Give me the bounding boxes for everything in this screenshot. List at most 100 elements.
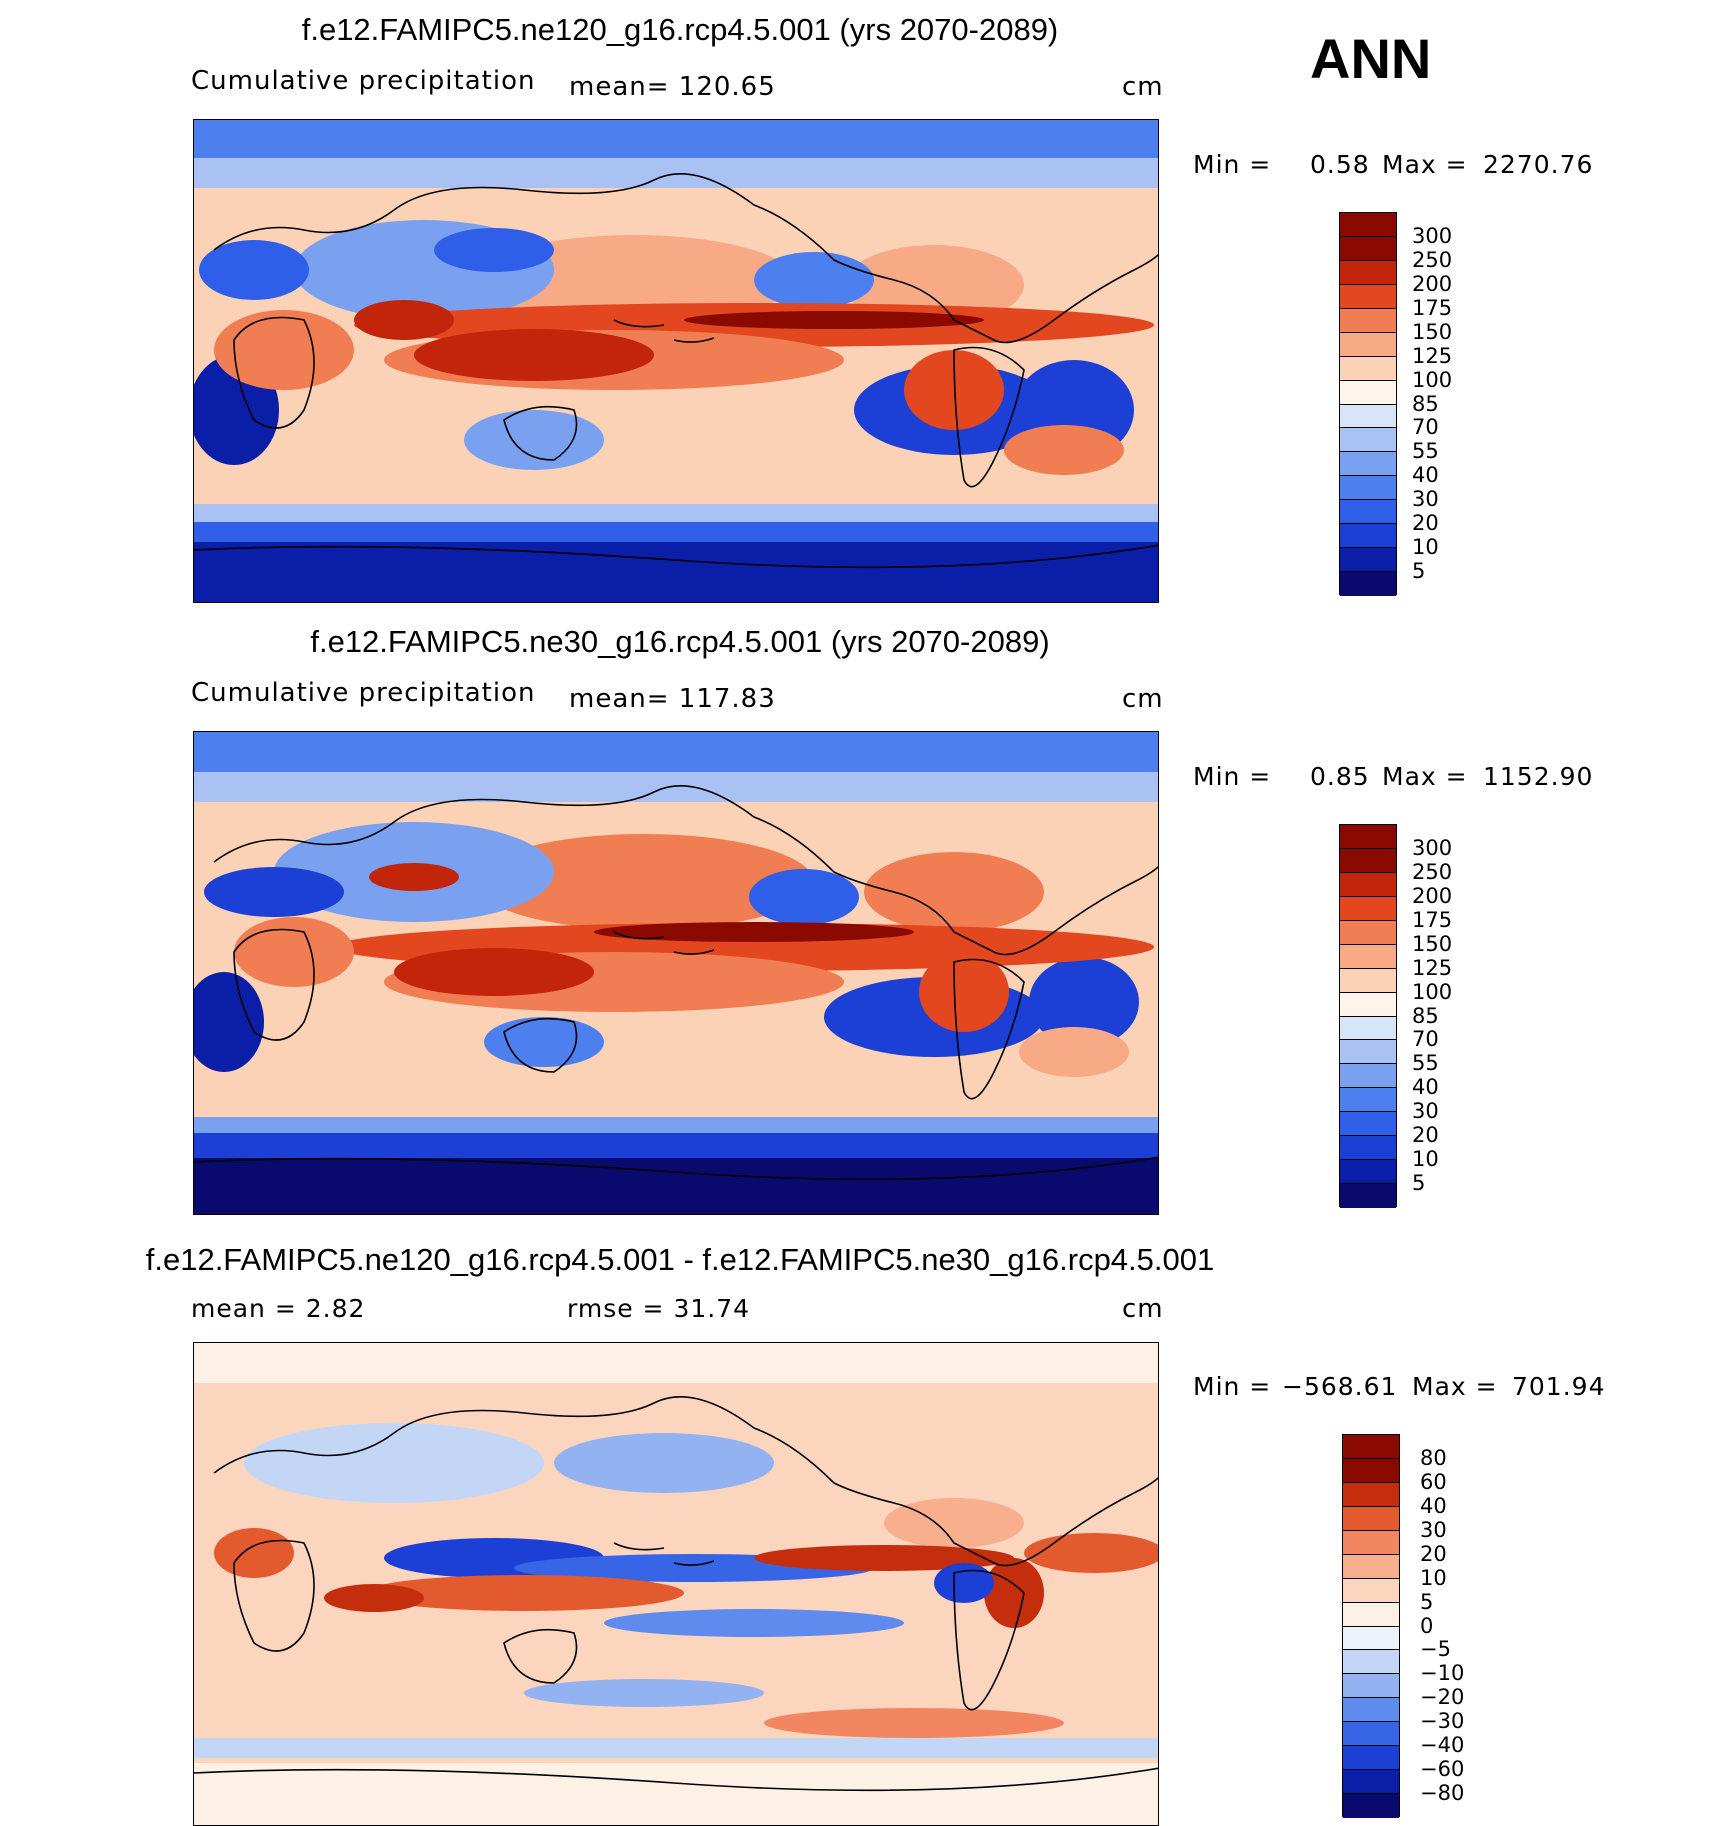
panel1-max-value: 2270.76 bbox=[1483, 150, 1594, 179]
colorbar-cell bbox=[1343, 1530, 1399, 1555]
colorbar-cell bbox=[1340, 1160, 1396, 1185]
panel1-mean-label: mean= 120.65 bbox=[569, 72, 776, 102]
colorbar-cell bbox=[1340, 1088, 1396, 1113]
panel2-variable-label: Cumulative precipitation bbox=[191, 678, 536, 708]
colorbar-level-label: 55 bbox=[1412, 439, 1439, 464]
colorbar-level-label: 100 bbox=[1412, 979, 1453, 1004]
colorbar-cell bbox=[1340, 260, 1396, 285]
colorbar-level-label: 40 bbox=[1412, 1075, 1439, 1100]
colorbar-level-label: 40 bbox=[1420, 1493, 1447, 1518]
colorbar-cell bbox=[1340, 1136, 1396, 1161]
colorbar-level-label: 0 bbox=[1420, 1613, 1434, 1638]
colorbar-cell bbox=[1340, 500, 1396, 525]
colorbar-cell bbox=[1340, 236, 1396, 261]
colorbar-level-label: 300 bbox=[1412, 835, 1453, 860]
panel1-precip-map bbox=[193, 119, 1159, 603]
colorbar-cell bbox=[1340, 1016, 1396, 1041]
colorbar-level-label: −80 bbox=[1420, 1781, 1465, 1806]
panel3-difference-map bbox=[193, 1342, 1159, 1826]
colorbar-level-label: −60 bbox=[1420, 1757, 1465, 1782]
colorbar-level-label: 70 bbox=[1412, 1027, 1439, 1052]
colorbar-cell bbox=[1343, 1554, 1399, 1579]
colorbar-cell bbox=[1340, 825, 1396, 849]
panel3-rmse-label: rmse = 31.74 bbox=[567, 1294, 751, 1323]
colorbar-cell bbox=[1340, 968, 1396, 993]
panel3-map-svg bbox=[194, 1343, 1158, 1825]
colorbar-cell bbox=[1340, 308, 1396, 333]
colorbar-cell bbox=[1340, 1064, 1396, 1089]
colorbar-level-label: 100 bbox=[1412, 367, 1453, 392]
colorbar-cell bbox=[1340, 404, 1396, 429]
colorbar-cell bbox=[1343, 1435, 1399, 1459]
panel2-colorbar bbox=[1339, 824, 1397, 1208]
colorbar-level-label: −10 bbox=[1420, 1661, 1465, 1686]
colorbar-level-label: 80 bbox=[1420, 1445, 1447, 1470]
colorbar-cell bbox=[1343, 1626, 1399, 1651]
panel3-mean-label: mean = 2.82 bbox=[191, 1294, 366, 1323]
panel2-units: cm bbox=[1122, 684, 1164, 714]
panel2-map-svg bbox=[194, 732, 1158, 1214]
colorbar-level-label: 125 bbox=[1412, 343, 1453, 368]
colorbar-level-label: −20 bbox=[1420, 1685, 1465, 1710]
panel2-min-label: Min = bbox=[1193, 762, 1272, 791]
panel2-max-label: Max = bbox=[1382, 762, 1468, 791]
colorbar-level-label: 175 bbox=[1412, 907, 1453, 932]
colorbar-level-label: 20 bbox=[1412, 1123, 1439, 1148]
colorbar-level-label: 10 bbox=[1412, 535, 1439, 560]
colorbar-cell bbox=[1340, 428, 1396, 453]
colorbar-level-label: 5 bbox=[1412, 559, 1426, 584]
colorbar-level-label: 20 bbox=[1420, 1541, 1447, 1566]
colorbar-level-label: 85 bbox=[1412, 391, 1439, 416]
colorbar-cell bbox=[1340, 992, 1396, 1017]
colorbar-cell bbox=[1343, 1746, 1399, 1771]
colorbar-cell bbox=[1340, 548, 1396, 573]
colorbar-level-label: 200 bbox=[1412, 271, 1453, 296]
colorbar-cell bbox=[1343, 1698, 1399, 1723]
colorbar-level-label: 150 bbox=[1412, 931, 1453, 956]
colorbar-cell bbox=[1340, 380, 1396, 405]
colorbar-level-label: 5 bbox=[1412, 1171, 1426, 1196]
colorbar-level-label: 150 bbox=[1412, 319, 1453, 344]
colorbar-level-label: 60 bbox=[1420, 1469, 1447, 1494]
colorbar-level-label: 300 bbox=[1412, 223, 1453, 248]
panel3-units: cm bbox=[1122, 1294, 1164, 1324]
colorbar-level-label: 250 bbox=[1412, 247, 1453, 272]
panel3-title: f.e12.FAMIPC5.ne120_g16.rcp4.5.001 - f.e… bbox=[145, 1242, 1215, 1277]
colorbar-cell bbox=[1343, 1506, 1399, 1531]
colorbar-cell bbox=[1340, 848, 1396, 873]
colorbar-level-label: 55 bbox=[1412, 1051, 1439, 1076]
colorbar-cell bbox=[1340, 572, 1396, 596]
panel3-max-label: Max = bbox=[1412, 1372, 1498, 1401]
colorbar-cell bbox=[1340, 944, 1396, 969]
panel2-precip-map bbox=[193, 731, 1159, 1215]
colorbar-level-label: 30 bbox=[1412, 487, 1439, 512]
colorbar-level-label: 10 bbox=[1412, 1147, 1439, 1172]
panel1-units: cm bbox=[1122, 72, 1164, 102]
colorbar-level-label: −5 bbox=[1420, 1637, 1451, 1662]
colorbar-level-label: −40 bbox=[1420, 1733, 1465, 1758]
panel2-title: f.e12.FAMIPC5.ne30_g16.rcp4.5.001 (yrs 2… bbox=[310, 624, 1050, 659]
colorbar-level-label: 40 bbox=[1412, 463, 1439, 488]
colorbar-level-label: 200 bbox=[1412, 883, 1453, 908]
colorbar-cell bbox=[1340, 1112, 1396, 1137]
colorbar-cell bbox=[1340, 332, 1396, 357]
panel1-colorbar bbox=[1339, 212, 1397, 596]
panel1-variable-label: Cumulative precipitation bbox=[191, 66, 536, 96]
panel2-max-value: 1152.90 bbox=[1483, 762, 1594, 791]
colorbar-level-label: 85 bbox=[1412, 1003, 1439, 1028]
panel3-min-label: Min = bbox=[1193, 1372, 1272, 1401]
colorbar-level-label: 10 bbox=[1420, 1565, 1447, 1590]
colorbar-cell bbox=[1343, 1722, 1399, 1747]
colorbar-level-label: 30 bbox=[1412, 1099, 1439, 1124]
colorbar-cell bbox=[1343, 1794, 1399, 1818]
panel3-max-value: 701.94 bbox=[1512, 1372, 1606, 1401]
colorbar-cell bbox=[1340, 452, 1396, 477]
colorbar-cell bbox=[1343, 1482, 1399, 1507]
colorbar-level-label: 125 bbox=[1412, 955, 1453, 980]
panel1-min-label: Min = bbox=[1193, 150, 1272, 179]
colorbar-cell bbox=[1340, 476, 1396, 501]
panel1-min-value: 0.58 bbox=[1310, 150, 1370, 179]
colorbar-cell bbox=[1343, 1674, 1399, 1699]
colorbar-cell bbox=[1340, 284, 1396, 309]
season-label: ANN bbox=[1310, 27, 1432, 90]
